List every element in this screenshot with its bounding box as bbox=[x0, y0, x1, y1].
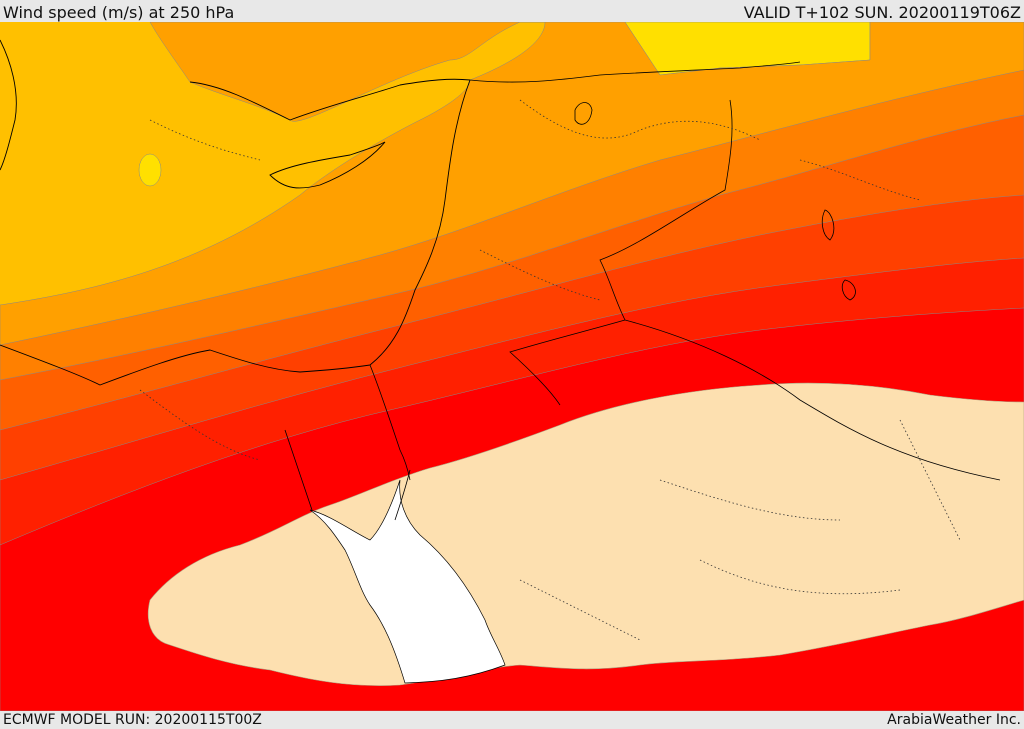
border-saudi-iraq-east bbox=[624, 319, 1001, 481]
wind-speed-map bbox=[0, 22, 1024, 711]
header-bar: Wind speed (m/s) at 250 hPa VALID T+102 … bbox=[0, 0, 1024, 22]
border-jordan-saudi bbox=[509, 319, 626, 406]
model-run: ECMWF MODEL RUN: 20200115T00Z bbox=[3, 712, 262, 728]
coastline-cyprus bbox=[269, 141, 386, 189]
coastline-anatolia bbox=[189, 78, 471, 121]
chart-title: Wind speed (m/s) at 250 hPa bbox=[3, 3, 235, 22]
jet-core-fill bbox=[147, 382, 1024, 686]
lake-shape bbox=[574, 102, 593, 125]
border-egypt-israel bbox=[369, 364, 411, 481]
red-sea-blank bbox=[309, 479, 506, 684]
footer-bar: ECMWF MODEL RUN: 20200115T00Z ArabiaWeat… bbox=[0, 711, 1024, 729]
credit-label: ArabiaWeather Inc. bbox=[887, 712, 1021, 728]
coastline-levant bbox=[369, 79, 471, 366]
band-yellow-spot bbox=[138, 153, 162, 187]
coastline-aegean bbox=[0, 39, 17, 171]
valid-time: VALID T+102 SUN. 20200119T06Z bbox=[743, 3, 1021, 22]
gulf-islands bbox=[821, 209, 856, 301]
border-iraq-saudi bbox=[599, 99, 733, 321]
border-turkey-syria bbox=[469, 61, 801, 83]
coastline-sinai-gulfs bbox=[284, 429, 411, 521]
coastline-north-africa bbox=[0, 344, 371, 386]
